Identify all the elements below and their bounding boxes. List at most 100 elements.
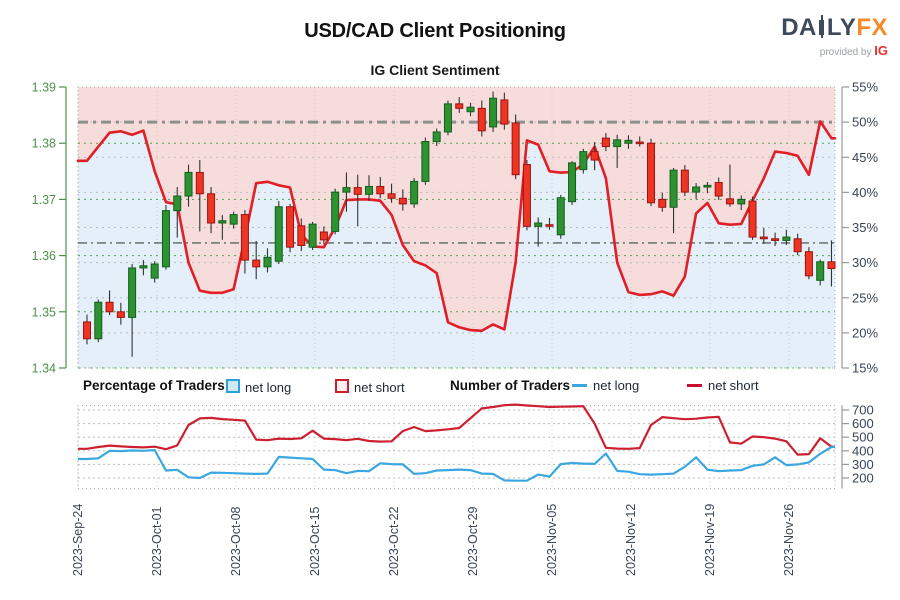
candle [511,122,520,176]
candle [376,185,385,195]
candle [308,223,317,248]
candle [365,185,373,195]
candle [297,225,306,246]
candle [274,206,283,262]
dailyfx-wordmark: DA LYFX [781,14,888,41]
svg-text:2023-Oct-15: 2023-Oct-15 [308,506,322,576]
svg-text:2023-Sep-24: 2023-Sep-24 [71,504,85,576]
net-long-swatch-icon [226,379,240,393]
svg-text:1.36: 1.36 [32,249,56,263]
candle [94,301,103,340]
candle [218,220,227,224]
candle [139,265,148,269]
legend-num-net-long-label: net long [593,378,640,393]
net-long-line-icon [572,384,587,387]
candle [725,198,734,205]
net-short-region [78,87,835,331]
net-short-count-line [78,403,835,456]
candle [534,222,543,227]
svg-text:600: 600 [852,416,874,431]
candle [748,200,757,238]
svg-text:2023-Nov-26: 2023-Nov-26 [782,504,796,576]
candle [556,197,565,236]
legend-pct-net-short-label: net short [354,380,405,395]
candle [658,198,667,208]
candle [443,103,452,133]
candle [601,137,610,148]
svg-text:30%: 30% [852,255,878,270]
candle [331,191,340,232]
net-short-pct [76,120,837,333]
svg-text:700: 700 [852,403,874,418]
candle [432,131,441,143]
legend-pct-net-short: net short [335,378,405,395]
svg-text:2023-Nov-19: 2023-Nov-19 [703,504,717,576]
candle [173,195,182,212]
candle [489,97,498,128]
date-axis-labels: 2023-Sep-24 2023-Oct-01 2023-Oct-08 2023-Oc… [71,504,796,576]
svg-text:400: 400 [852,443,874,458]
svg-text:50%: 50% [852,115,878,130]
candle [398,197,407,205]
candle [692,186,701,193]
candles [83,91,836,357]
svg-text:2023-Oct-01: 2023-Oct-01 [150,506,164,576]
candle [83,321,91,340]
candle [195,171,204,195]
candle [613,139,622,148]
svg-text:2023-Oct-08: 2023-Oct-08 [229,506,243,576]
svg-text:200: 200 [852,471,874,486]
candle [353,187,362,195]
candle [568,162,577,203]
logo-text-ly: LY [826,14,857,41]
svg-text:20%: 20% [852,325,878,340]
candle [771,238,780,241]
candle [477,107,486,132]
net-long-count-line [78,445,835,482]
candle [252,259,261,268]
legend-pct-group-label: Percentage of Traders [83,378,225,393]
legend-num-net-long: net long [572,378,639,393]
candle [522,164,531,227]
svg-text:300: 300 [852,457,874,472]
candle [500,99,509,125]
candle [116,311,125,318]
legend-pct-net-long: net long [226,378,291,395]
candle [759,236,768,240]
svg-text:25%: 25% [852,290,878,305]
svg-text:15%: 15% [852,361,878,376]
main-axes: 1.39 1.38 1.37 1.36 1.35 1.34 55% 50% 45% 40% 35% 3… [32,80,879,376]
ig-logo: IG [874,43,888,58]
legend-num-net-short-label: net short [708,378,759,393]
candle [387,193,396,199]
candlestick-icon [819,15,825,38]
candle [286,206,295,248]
candle [319,231,328,241]
candle [680,169,689,193]
candle [816,261,825,281]
candle [669,169,678,208]
candle [737,198,746,205]
svg-text:35%: 35% [852,220,878,235]
candle [410,180,419,205]
logo-text-fx: FX [856,14,888,41]
svg-text:500: 500 [852,430,874,445]
provided-by-line: provided by IG [781,44,888,58]
svg-text:45%: 45% [852,150,878,165]
svg-text:2023-Nov-05: 2023-Nov-05 [545,504,559,576]
net-short-pct-line [76,120,837,333]
svg-text:2023-Nov-12: 2023-Nov-12 [624,504,638,576]
svg-text:1.35: 1.35 [32,305,56,319]
net-short-swatch-icon [335,379,349,393]
candle [579,151,588,171]
svg-text:1.39: 1.39 [32,81,56,95]
candle [150,263,159,279]
candle [703,184,712,188]
legend-pct-net-long-label: net long [245,380,292,395]
candle [207,193,216,224]
candle [545,224,554,227]
net-short-line-icon [687,384,702,387]
candle [782,236,791,241]
